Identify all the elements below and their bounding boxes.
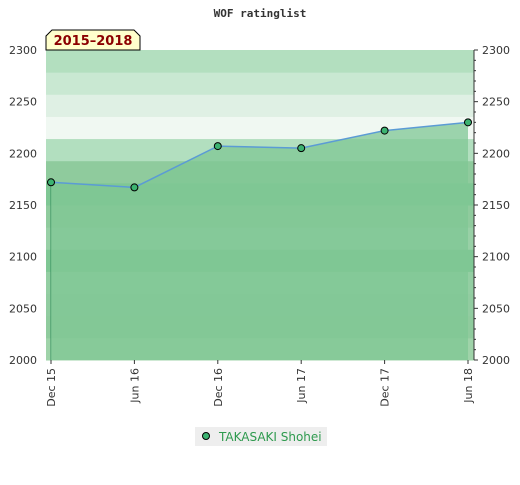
x-tick-label: Dec 16	[212, 368, 225, 407]
series-points	[47, 118, 472, 192]
period-label-box	[45, 29, 141, 51]
period-label: 2015–2018	[45, 29, 141, 51]
x-tick-label: Jun 17	[295, 368, 308, 404]
y-tick-label-left: 2300	[9, 44, 37, 57]
legend: TAKASAKI Shohei	[195, 427, 327, 446]
background-band	[46, 50, 474, 73]
period-label-text: 2015–2018	[54, 34, 133, 49]
x-axis: Dec 15 Jun 16 Dec 16 Jun 17 Dec 17 Jun 18	[45, 360, 475, 407]
x-tick-label: Dec 17	[379, 368, 392, 407]
x-tick-label: Jun 18	[462, 368, 475, 404]
legend-box	[195, 427, 327, 446]
y-axis-right: 2000 2050 2100 2150 2200 2250 2300	[473, 44, 510, 367]
y-tick-label-right: 2250	[482, 96, 510, 109]
y-tick-label-right: 2300	[482, 44, 510, 57]
y-tick-label-left: 2050	[9, 302, 37, 315]
chart-title: WOF ratinglist	[214, 7, 307, 20]
legend-label: TAKASAKI Shohei	[218, 430, 322, 444]
y-tick-label-right: 2050	[482, 302, 510, 315]
y-axis-left: 2000 2050 2100 2150 2200 2250 2300	[9, 44, 37, 367]
x-tick-label: Jun 16	[128, 368, 141, 404]
background-band	[46, 94, 474, 117]
background-band	[46, 72, 474, 95]
y-tick-label-right: 2100	[482, 251, 510, 264]
series-line-takasaki	[50, 121, 469, 189]
background-band	[46, 116, 474, 140]
y-tick-label-left: 2200	[9, 147, 37, 160]
y-tick-label-left: 2000	[9, 354, 37, 367]
data-point-dec-16	[213, 142, 222, 151]
data-point-jun-16	[130, 183, 139, 192]
legend-marker	[202, 432, 210, 440]
data-point-jun-17	[297, 144, 306, 153]
data-point-dec-17	[380, 126, 389, 135]
data-point-dec-15	[47, 178, 55, 187]
y-tick-label-left: 2250	[9, 96, 37, 109]
y-tick-label-left: 2100	[9, 251, 37, 264]
y-tick-label-right: 2200	[482, 147, 510, 160]
y-tick-label-right: 2150	[482, 199, 510, 212]
y-tick-label-left: 2150	[9, 199, 37, 212]
data-point-jun-18	[464, 118, 472, 127]
series-area-takasaki	[51, 122, 468, 360]
y-tick-label-right: 2000	[482, 354, 510, 367]
x-tick-label: Dec 15	[45, 368, 58, 407]
